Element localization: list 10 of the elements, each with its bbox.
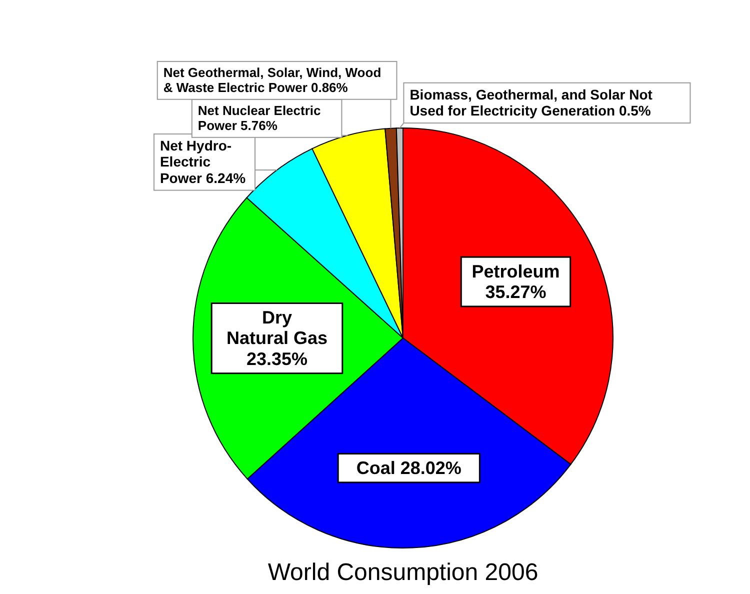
slice-label: Biomass, Geothermal, and Solar Not Used for Electricity Generation 0.5% [410,86,653,119]
data-label: 23.35% [246,348,308,369]
data-label: 35.27% [485,282,546,302]
slice-label: Net Geothermal, Solar, Wind, Wood & Waste Electric Power 0.86% [163,65,382,96]
slice-label: Net Hydro- Electric Power 6.24% [160,138,246,186]
slice-label: Coal 28.02% [356,458,462,478]
slice-label: Dry Natural Gas [226,307,328,348]
text: World Consumption 2006 [268,559,538,586]
slice-label: Net Nuclear Electric Power 5.76% [198,103,321,134]
slice-label: Petroleum [472,261,560,282]
